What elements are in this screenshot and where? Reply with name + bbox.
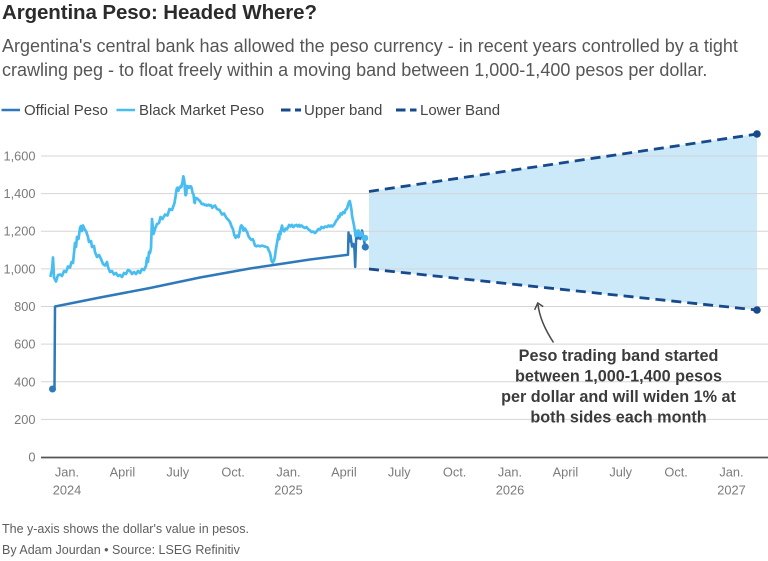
svg-text:July: July <box>166 465 189 480</box>
svg-text:1,400: 1,400 <box>3 186 35 201</box>
svg-text:200: 200 <box>14 412 35 427</box>
svg-text:800: 800 <box>14 299 35 314</box>
svg-text:both sides each month: both sides each month <box>530 409 706 427</box>
svg-text:April: April <box>331 465 357 480</box>
svg-text:April: April <box>553 465 579 480</box>
svg-text:Jan.: Jan. <box>498 465 522 480</box>
svg-text:Jan.: Jan. <box>55 465 79 480</box>
svg-text:0: 0 <box>28 450 35 465</box>
svg-text:2025: 2025 <box>274 483 302 498</box>
svg-text:per dollar and will widen 1% a: per dollar and will widen 1% at <box>501 388 736 406</box>
svg-text:1,200: 1,200 <box>3 224 35 239</box>
svg-text:Jan.: Jan. <box>276 465 300 480</box>
svg-text:July: July <box>388 465 411 480</box>
svg-text:Peso trading band started: Peso trading band started <box>519 347 719 365</box>
svg-text:Oct.: Oct. <box>664 465 687 480</box>
svg-text:April: April <box>110 465 136 480</box>
svg-text:Jan.: Jan. <box>719 465 743 480</box>
svg-text:July: July <box>609 465 632 480</box>
svg-text:1,600: 1,600 <box>3 149 35 164</box>
svg-text:2027: 2027 <box>717 483 745 498</box>
svg-text:400: 400 <box>14 374 35 389</box>
svg-text:600: 600 <box>14 337 35 352</box>
svg-text:Oct.: Oct. <box>221 465 244 480</box>
svg-text:between 1,000-1,400 pesos: between 1,000-1,400 pesos <box>515 368 722 386</box>
svg-text:1,000: 1,000 <box>3 261 35 276</box>
svg-text:2026: 2026 <box>496 483 524 498</box>
svg-text:Oct.: Oct. <box>443 465 466 480</box>
svg-text:2024: 2024 <box>53 483 81 498</box>
